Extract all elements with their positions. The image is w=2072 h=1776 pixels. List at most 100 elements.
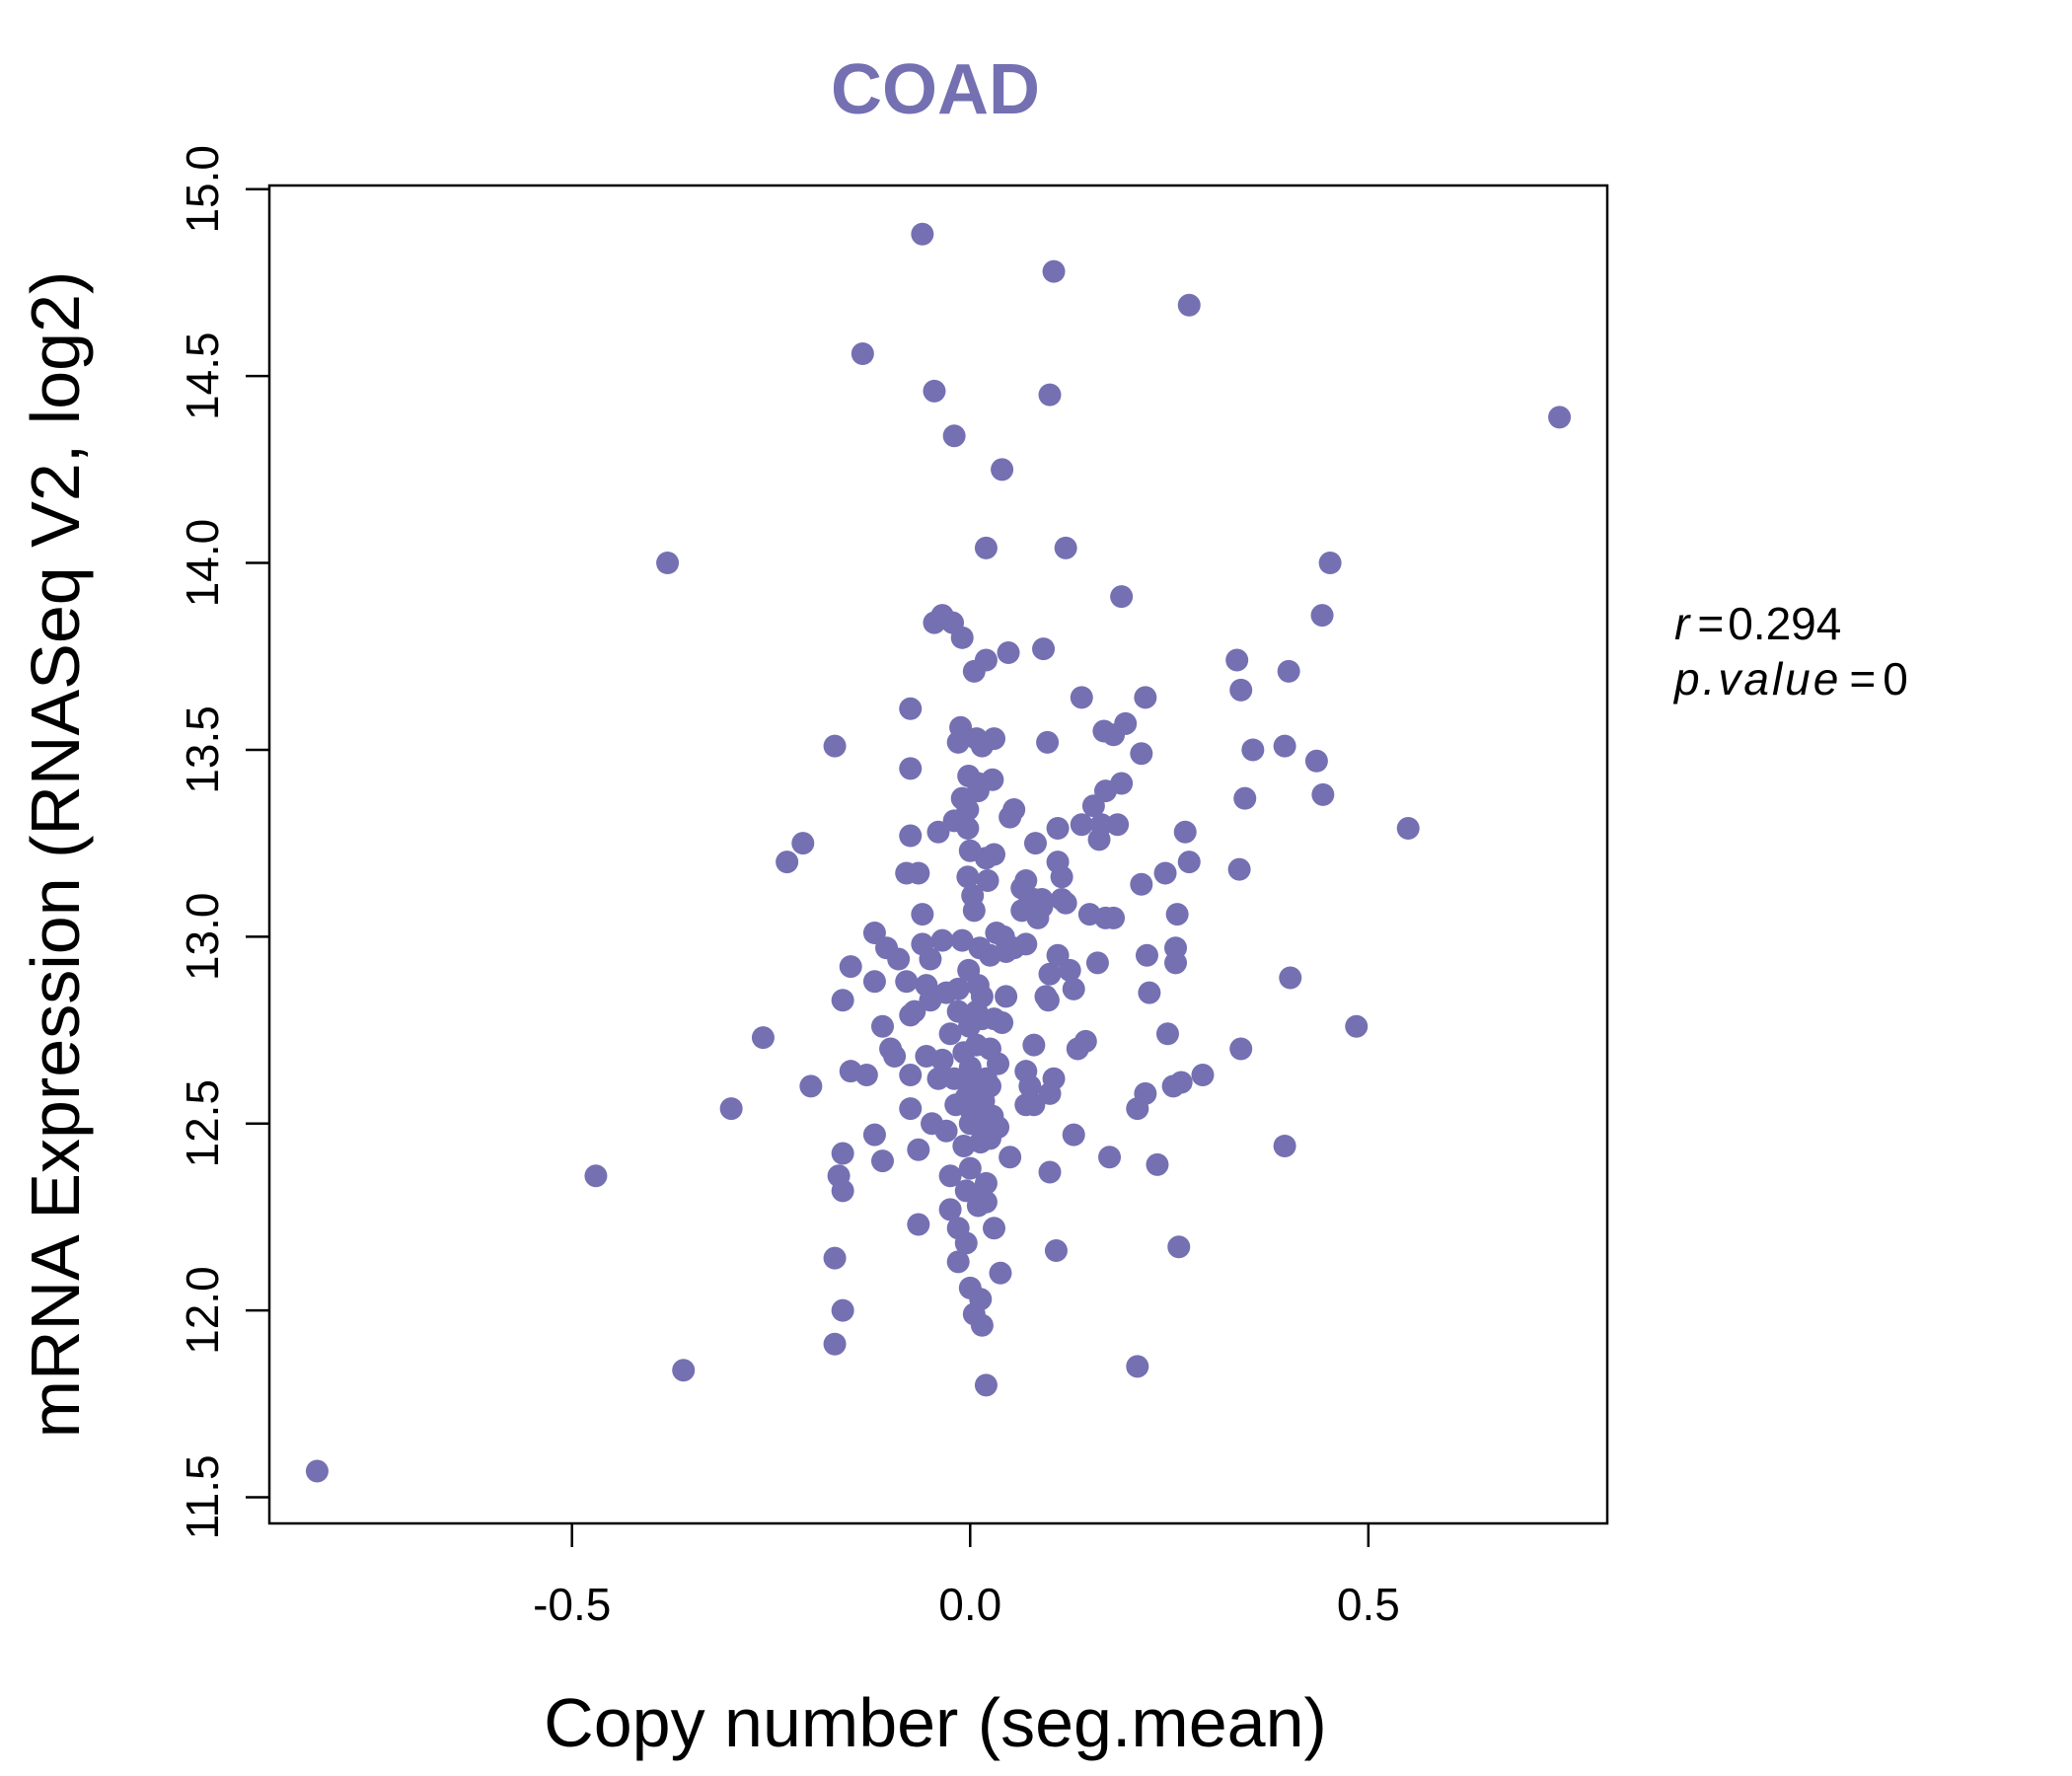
x-axis-label: Copy number (seg.mean): [544, 1684, 1327, 1761]
data-point: [956, 816, 980, 840]
data-point: [1098, 1146, 1122, 1169]
data-point: [911, 222, 934, 246]
data-point: [1177, 851, 1201, 874]
data-point: [1054, 891, 1077, 915]
data-point: [995, 985, 1018, 1008]
correlation-stats: r =0.294 p.value =0: [1672, 598, 1908, 704]
data-point: [1130, 742, 1153, 766]
data-point: [1002, 798, 1026, 822]
data-point: [1169, 1071, 1193, 1094]
data-point: [831, 1142, 854, 1165]
r-stat-line: r =0.294: [1674, 598, 1841, 649]
x-tick-label: -0.5: [533, 1579, 611, 1630]
data-point: [930, 1048, 954, 1072]
data-point: [987, 1116, 1010, 1140]
data-point: [942, 1067, 966, 1090]
data-point: [1153, 861, 1177, 885]
data-point: [871, 1149, 894, 1173]
data-point: [823, 1246, 847, 1270]
data-point: [923, 379, 946, 403]
data-point: [974, 648, 998, 672]
data-point: [1155, 1022, 1179, 1046]
data-point: [899, 1097, 923, 1121]
data-point: [1311, 782, 1335, 806]
data-point: [776, 851, 799, 874]
data-point: [1044, 1238, 1068, 1262]
data-point: [949, 715, 973, 739]
data-point: [1018, 1074, 1042, 1098]
data-point: [983, 727, 1005, 751]
data-point: [1038, 383, 1062, 407]
data-point: [831, 1298, 854, 1322]
data-point: [991, 1010, 1014, 1034]
data-point: [919, 947, 942, 971]
data-point: [956, 798, 980, 822]
data-point: [938, 1164, 962, 1188]
data-point: [1130, 872, 1153, 896]
data-point: [1304, 749, 1328, 773]
data-point: [1110, 585, 1134, 609]
data-point: [1085, 951, 1109, 975]
data-point: [930, 928, 954, 952]
data-point: [962, 899, 986, 923]
data-point: [1073, 1029, 1097, 1053]
data-point: [1070, 686, 1093, 709]
data-point: [887, 947, 911, 971]
data-point: [989, 1261, 1012, 1285]
data-point: [1042, 259, 1066, 283]
data-point: [1022, 1033, 1046, 1057]
data-point: [969, 1288, 993, 1311]
data-point: [839, 955, 862, 979]
data-point: [823, 734, 847, 758]
data-point: [1227, 857, 1251, 881]
data-point: [1273, 1134, 1296, 1157]
data-point: [1023, 832, 1047, 855]
data-point: [1164, 951, 1188, 975]
x-tick-label: 0.5: [1337, 1579, 1400, 1630]
data-point: [1102, 906, 1126, 929]
data-point: [974, 1373, 998, 1397]
data-point: [1058, 958, 1081, 982]
data-point: [1062, 977, 1085, 1000]
data-point: [1050, 865, 1073, 889]
data-point: [970, 1313, 994, 1337]
data-point: [656, 552, 680, 575]
y-axis-label: mRNA Expression (RNASeq V2, log2): [17, 271, 94, 1439]
data-point: [1022, 1093, 1046, 1117]
data-point: [1062, 1123, 1085, 1147]
data-point: [1030, 887, 1054, 911]
data-point: [1241, 738, 1265, 762]
data-point: [1165, 903, 1189, 926]
data-point: [946, 1250, 970, 1274]
y-axis: 11.5 12.0 12.5 13.0 13.5 14.0 14.5 15.0: [177, 145, 269, 1540]
data-point: [1089, 813, 1113, 837]
data-point: [1318, 552, 1342, 575]
p-symbol: p.value: [1672, 653, 1841, 704]
data-point: [926, 1067, 950, 1090]
data-point: [831, 989, 854, 1012]
data-point: [938, 1022, 962, 1046]
data-point: [950, 626, 974, 649]
data-point: [1042, 1067, 1066, 1090]
data-point: [1046, 816, 1070, 840]
y-tick-label: 12.5: [177, 1079, 228, 1168]
data-point: [1138, 981, 1161, 1004]
data-point: [899, 697, 923, 720]
data-point: [974, 536, 998, 559]
data-point: [899, 757, 923, 780]
data-point: [1273, 734, 1296, 758]
data-point: [1106, 813, 1130, 837]
plot-frame: [267, 184, 1609, 1525]
data-point: [854, 1063, 878, 1086]
data-point: [976, 869, 999, 893]
data-point: [1396, 816, 1420, 840]
data-point: [903, 999, 926, 1023]
data-point: [799, 1074, 823, 1098]
y-tick-label: 13.5: [177, 705, 228, 794]
data-point: [978, 1074, 1001, 1098]
data-point: [926, 820, 950, 844]
data-point: [983, 1217, 1005, 1240]
data-point: [999, 1146, 1022, 1169]
data-point: [958, 1156, 982, 1180]
